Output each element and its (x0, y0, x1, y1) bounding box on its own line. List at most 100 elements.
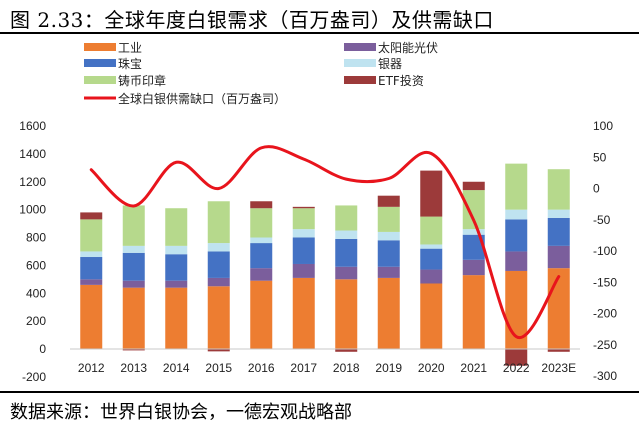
gap-line (89, 145, 561, 339)
bar-segment (505, 209, 528, 220)
bar-segment (505, 163, 528, 210)
bar-segment (250, 268, 273, 281)
bar-segment (462, 275, 485, 349)
right-tick-label: 100 (593, 119, 613, 133)
bar-segment (462, 190, 485, 230)
legend-swatch (344, 59, 376, 67)
x-tick-label: 2023E (541, 361, 576, 375)
right-tick-label: -150 (593, 275, 617, 289)
right-tick-label: -100 (593, 244, 617, 258)
top-rule (0, 32, 639, 34)
legend-label: 太阳能光伏 (378, 40, 438, 55)
bar-segment (292, 237, 315, 264)
legend-label: 珠宝 (118, 57, 142, 71)
right-tick-label: 50 (593, 150, 607, 164)
bar-segment (80, 212, 103, 220)
bar-segment (335, 205, 358, 231)
x-tick-label: 2022 (503, 361, 530, 375)
left-tick-label: 600 (26, 258, 46, 272)
x-tick-label: 2018 (333, 361, 360, 375)
bar-segment (505, 251, 528, 271)
bar-segment (165, 280, 188, 288)
x-tick-label: 2019 (375, 361, 402, 375)
bar-segment (292, 208, 315, 230)
bar-segment (250, 280, 273, 349)
bar-segment (207, 251, 230, 278)
bar-segment (207, 201, 230, 244)
x-tick-label: 2012 (78, 361, 105, 375)
bar-segment (292, 229, 315, 238)
right-tick-label: 0 (593, 182, 600, 196)
figure-source: 数据来源：世界白银协会，一德宏观战略部 (10, 402, 352, 423)
right-tick-label: -250 (593, 338, 617, 352)
bar-segment (122, 245, 145, 253)
left-tick-label: 400 (26, 286, 46, 300)
bar-segment (80, 257, 103, 280)
bar-segment (505, 219, 528, 252)
bar-segment (547, 217, 570, 246)
bar-segment (165, 254, 188, 281)
x-tick-label: 2014 (163, 361, 190, 375)
bar-segment (122, 280, 145, 288)
bar-segment (335, 230, 358, 239)
bar-segment (122, 252, 145, 281)
bottom-rule (0, 391, 639, 393)
left-tick-label: 1000 (19, 203, 46, 217)
bar-segment (547, 349, 570, 352)
x-tick-label: 2017 (290, 361, 317, 375)
figure-title: 图 2.33：全球年度白银需求（百万盎司）及供需缺口 (10, 8, 494, 32)
legend-swatch (84, 43, 116, 51)
bar-segment (335, 279, 358, 349)
bar-segment (462, 229, 485, 235)
bar-segment (547, 245, 570, 269)
bar-segment (547, 209, 570, 218)
bar-segment (377, 206, 400, 232)
bar-segment (547, 268, 570, 349)
x-tick-label: 2020 (418, 361, 445, 375)
bar-segment (420, 170, 443, 217)
legend-label: ETF投资 (378, 73, 424, 88)
x-tick-label: 2021 (460, 361, 487, 375)
bar-segment (505, 349, 528, 366)
legend-swatch (344, 43, 376, 51)
bar-segment (165, 245, 188, 255)
bar-segment (377, 240, 400, 267)
right-axis: -300 -250 -200 -150 -100 -50 0 50 100 (593, 119, 617, 383)
bar-segment (122, 205, 145, 246)
bar-segment (420, 244, 443, 249)
bar-segment (292, 206, 315, 209)
bar-segment (292, 263, 315, 278)
bar-segment (250, 201, 273, 209)
left-tick-label: 0 (39, 342, 46, 356)
bar-segment (122, 287, 145, 349)
bar-segment (420, 283, 443, 349)
right-tick-label: -200 (593, 307, 617, 321)
left-tick-label: 1200 (19, 175, 46, 189)
bar-segment (420, 216, 443, 245)
bar-segment (420, 269, 443, 284)
bar-segment (377, 277, 400, 349)
left-tick-label: 1600 (19, 119, 46, 133)
bar-segment (292, 277, 315, 349)
bar-segment (377, 266, 400, 278)
bar-segment (462, 181, 485, 191)
bar-segment (207, 349, 230, 352)
x-tick-label: 2016 (248, 361, 275, 375)
bar-segment (462, 259, 485, 276)
bar-segment (250, 208, 273, 238)
bar-segment (335, 238, 358, 267)
legend-label: 工业 (118, 41, 142, 55)
bar-segment (377, 231, 400, 241)
bar-segment (547, 169, 570, 210)
bar-segment (122, 349, 145, 351)
bar-segment (462, 234, 485, 260)
left-tick-label: -200 (22, 370, 46, 384)
bar-segment (377, 195, 400, 207)
legend-swatch (344, 76, 376, 84)
bar-segment (80, 219, 103, 252)
bar-segment (207, 286, 230, 349)
legend-label: 银器 (378, 57, 402, 71)
bar-segment (80, 251, 103, 258)
